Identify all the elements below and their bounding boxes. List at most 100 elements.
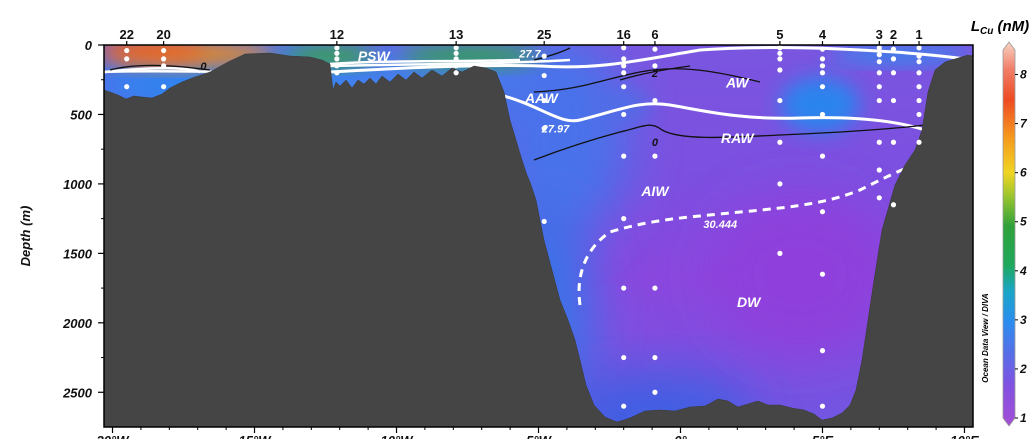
y-tick-label: 0 [85,38,93,53]
sample-dot [916,97,922,104]
sample-dot [541,218,547,225]
sample-dot [819,209,826,215]
station-label: 5 [776,27,783,42]
colorbar: 1 2 3 4 5 6 7 8 LCu (nM) Ocean Data View / DIVA [971,18,1029,427]
sample-dot [621,45,627,51]
station-label: 1 [915,27,922,42]
sample-dot [621,285,627,291]
sample-dot [777,67,783,73]
colorbar-tick-label: 1 [1020,411,1027,425]
water-mass-label: RAW [721,130,755,146]
credit-text: Ocean Data View / DIVA [981,293,990,383]
sample-dot [652,46,658,52]
field-red-surface [104,45,205,59]
station-label: 4 [819,27,827,42]
station-label: 16 [616,27,630,42]
isoline-label: 30.444 [703,219,737,231]
sample-dot [890,139,897,145]
water-mass-label: AIW [640,183,670,199]
sample-dot [876,195,882,201]
sample-dot [334,50,340,56]
sample-dot [777,181,783,187]
colorbar-title: LCu (nM) [971,18,1029,37]
sample-dot [819,46,826,52]
colorbar-tick-label: 6 [1020,166,1027,180]
sample-dot [876,45,882,51]
station-label: 2 [890,27,897,42]
sample-dot [890,46,897,52]
sample-dot [916,84,922,90]
sample-dot [876,70,882,76]
isoline-label: 27.97 [541,123,570,135]
sample-dot [916,139,922,145]
sample-dot [890,97,897,104]
sample-dot [621,354,627,361]
sample-dot [453,56,459,62]
isotherm-0-west [109,64,211,71]
sample-dot [777,45,783,51]
sample-dot [161,47,167,54]
colorbar-tick-label: 5 [1020,215,1027,229]
x-tick-label: 15°W [239,433,273,439]
sample-dot [334,63,340,69]
colorbar-tick-label: 3 [1020,313,1027,327]
x-tick-label: 10°W [381,433,415,439]
water-mass-label: AW [725,75,750,91]
water-mass-label: AAW [524,90,559,106]
plot-area: 27.7 27.97 30.444 0 2 0 PSW AW AAW RAW AIW DW [104,45,973,427]
sample-dot [876,52,882,58]
station-labels: 22 20 12 13 25 16 6 5 4 3 2 1 [119,27,923,45]
sample-dot [453,50,459,56]
sample-dot [541,97,547,104]
sample-dot [819,153,826,159]
sample-dot [890,70,897,76]
sample-dot [541,53,547,59]
colorbar-tick-label: 7 [1020,117,1028,131]
y-tick-label: 1000 [63,177,93,192]
sample-dot [124,56,130,62]
sample-dot [652,354,658,361]
isoline-label: 2 [651,68,658,80]
isotherm-2 [533,68,761,93]
sample-dot [621,63,627,69]
field-purple-core [710,195,890,355]
sample-dot [819,63,826,69]
isotherm-upper [533,47,691,81]
sample-dot [819,403,826,409]
y-axis-label: Depth (m) [18,206,33,267]
sample-dot [876,167,882,173]
sample-dot [652,153,658,159]
colorbar-tick-label: 8 [1020,68,1027,82]
sample-dot [621,153,627,159]
sample-dot [890,56,897,62]
sample-dot [819,271,826,277]
sample-dot [916,70,922,76]
y-tick-label: 1500 [63,246,93,261]
water-mass-label: DW [737,294,762,310]
colorbar-tick-label: 2 [1019,362,1027,376]
isoline-labels: 27.7 27.97 30.444 0 2 0 [200,48,737,231]
sample-dot [819,348,826,354]
sample-dot [621,216,627,222]
sample-dot [819,84,826,90]
isopycnal-27-7 [329,46,973,74]
colorbar-ramp [1002,41,1016,427]
sample-dot [334,56,340,62]
sample-dot [541,125,547,131]
isoline-label: 0 [652,137,659,149]
sample-dot [777,50,783,56]
x-tick-label: 5°E [812,433,833,439]
sample-dot [819,70,826,76]
sample-dot [652,285,658,291]
isopycnal-upper-shelf [329,58,521,66]
sample-dot [124,47,130,54]
x-tick-label: 10°E [950,433,979,439]
isopycnal-27-97 [499,93,926,132]
bathymetry [104,52,973,427]
station-label: 3 [876,27,883,42]
sample-points [124,45,922,409]
station-label: 6 [651,27,658,42]
water-mass-label: PSW [358,48,392,64]
